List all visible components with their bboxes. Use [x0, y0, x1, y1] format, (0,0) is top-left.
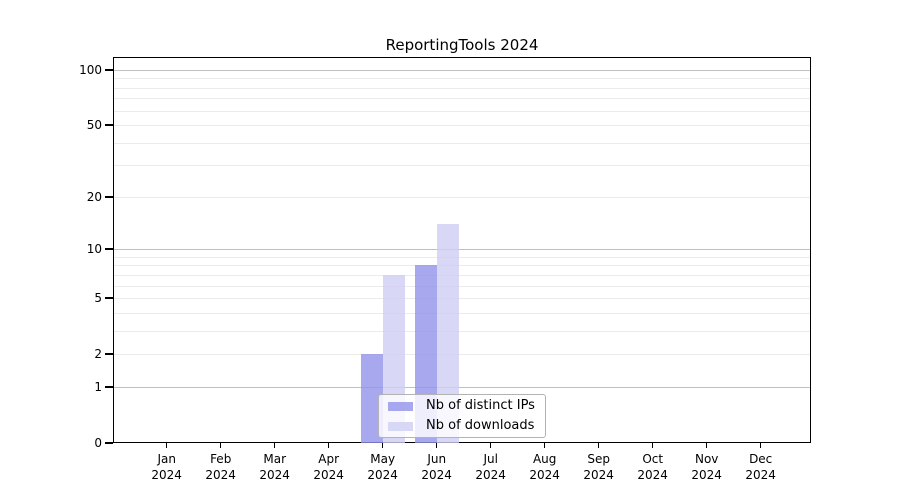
- y-tick-label-20: 20: [86, 189, 102, 204]
- y-tick-label-1: 1: [94, 379, 102, 394]
- y-tick-20: [105, 196, 113, 198]
- x-tick-yearline: 2024: [637, 468, 668, 482]
- x-tick-label-feb: Feb 2024: [189, 451, 253, 483]
- y-gridline-major-10: [114, 249, 810, 251]
- y-gridline-minor-50: [114, 125, 810, 127]
- x-tick-may: [381, 443, 384, 448]
- x-tick-sep: [597, 443, 600, 448]
- x-tick-label-oct: Oct 2024: [621, 451, 685, 483]
- x-tick-yearline: 2024: [367, 468, 398, 482]
- x-tick-apr: [327, 443, 330, 448]
- x-tick-month: Aug: [532, 452, 557, 466]
- y-tick-label-0: 0: [94, 436, 102, 450]
- y-gridline-minor-3: [114, 330, 810, 332]
- bar-nb-of-downloads-jun-2024: [436, 224, 459, 443]
- x-tick-yearline: 2024: [583, 468, 614, 482]
- y-tick-5: [105, 297, 113, 299]
- x-tick-label-apr: Apr 2024: [297, 451, 361, 483]
- y-tick-1: [105, 386, 113, 388]
- y-gridline-minor-4: [114, 312, 810, 314]
- y-gridline-minor-8: [114, 265, 810, 267]
- y-gridline-minor-90: [114, 78, 810, 80]
- x-tick-oct: [651, 443, 654, 448]
- x-tick-month: Jun: [427, 452, 447, 466]
- x-tick-label-jun: Jun 2024: [405, 451, 469, 483]
- y-gridline-minor-20: [114, 196, 810, 198]
- x-tick-month: Sep: [587, 452, 610, 466]
- y-tick-0: [105, 442, 113, 444]
- y-tick-label-100: 100: [79, 63, 102, 77]
- x-tick-month: Jul: [483, 452, 498, 466]
- y-gridline-minor-9: [114, 256, 810, 258]
- x-tick-yearline: 2024: [421, 468, 452, 482]
- x-tick-yearline: 2024: [205, 468, 236, 482]
- y-gridline-minor-30: [114, 165, 810, 167]
- legend: Nb of distinct IPs Nb of downloads: [378, 394, 546, 438]
- legend-swatch-distinct-ips-icon: [388, 401, 413, 411]
- legend-swatch-downloads-icon: [388, 421, 413, 431]
- x-tick-label-aug: Aug 2024: [513, 451, 577, 483]
- x-tick-yearline: 2024: [151, 468, 182, 482]
- y-gridline-minor-70: [114, 98, 810, 100]
- x-tick-dec: [759, 443, 762, 448]
- x-tick-jan: [165, 443, 168, 448]
- y-gridline-minor-80: [114, 87, 810, 89]
- y-gridline-major-1: [114, 386, 810, 388]
- x-tick-jul: [489, 443, 492, 448]
- x-tick-month: Nov: [694, 452, 719, 466]
- x-tick-month: Mar: [263, 452, 286, 466]
- y-gridline-major-100: [114, 70, 810, 71]
- x-tick-yearline: 2024: [691, 468, 722, 482]
- bar-nb-of-distinct-ips-may-2024: [360, 354, 383, 443]
- y-gridline-minor-7: [114, 274, 810, 276]
- x-tick-nov: [705, 443, 708, 448]
- legend-item-distinct-ips: Nb of distinct IPs: [388, 398, 536, 414]
- y-gridline-minor-2: [114, 354, 810, 356]
- x-tick-jun: [435, 443, 438, 448]
- x-tick-month: Apr: [318, 452, 340, 466]
- y-gridline-minor-6: [114, 285, 810, 287]
- x-tick-month: Dec: [749, 452, 773, 466]
- x-tick-feb: [219, 443, 222, 448]
- x-tick-label-jan: Jan 2024: [135, 451, 199, 483]
- x-tick-month: Oct: [642, 452, 664, 466]
- y-gridline-minor-5: [114, 298, 810, 300]
- legend-label-distinct-ips: Nb of distinct IPs: [426, 398, 535, 413]
- plot-area: Nb of distinct IPs Nb of downloads: [113, 57, 811, 443]
- x-tick-month: Jan: [157, 452, 176, 466]
- x-tick-aug: [543, 443, 546, 448]
- y-gridline-minor-60: [114, 110, 810, 112]
- x-tick-label-nov: Nov 2024: [675, 451, 739, 483]
- x-tick-yearline: 2024: [529, 468, 560, 482]
- y-tick-10: [105, 248, 113, 250]
- x-tick-yearline: 2024: [745, 468, 776, 482]
- x-tick-yearline: 2024: [259, 468, 290, 482]
- x-tick-label-mar: Mar 2024: [243, 451, 307, 483]
- legend-item-downloads: Nb of downloads: [388, 418, 536, 434]
- x-tick-label-jul: Jul 2024: [459, 451, 523, 483]
- x-tick-mar: [273, 443, 276, 448]
- y-tick-50: [105, 124, 113, 126]
- y-tick-label-5: 5: [94, 291, 102, 306]
- y-gridline-minor-40: [114, 142, 810, 144]
- x-tick-label-sep: Sep 2024: [567, 451, 631, 483]
- x-tick-month: Feb: [210, 452, 232, 466]
- y-tick-100: [105, 69, 113, 71]
- chart-title: ReportingTools 2024: [385, 36, 539, 54]
- legend-label-downloads: Nb of downloads: [426, 418, 535, 433]
- x-tick-label-dec: Dec 2024: [729, 451, 793, 483]
- x-tick-label-may: May 2024: [351, 451, 415, 483]
- x-tick-yearline: 2024: [313, 468, 344, 482]
- y-tick-2: [105, 353, 113, 355]
- y-tick-label-2: 2: [94, 347, 102, 362]
- x-tick-yearline: 2024: [475, 468, 506, 482]
- x-tick-month: May: [370, 452, 396, 466]
- y-tick-label-10: 10: [86, 242, 102, 257]
- y-tick-label-50: 50: [86, 118, 102, 133]
